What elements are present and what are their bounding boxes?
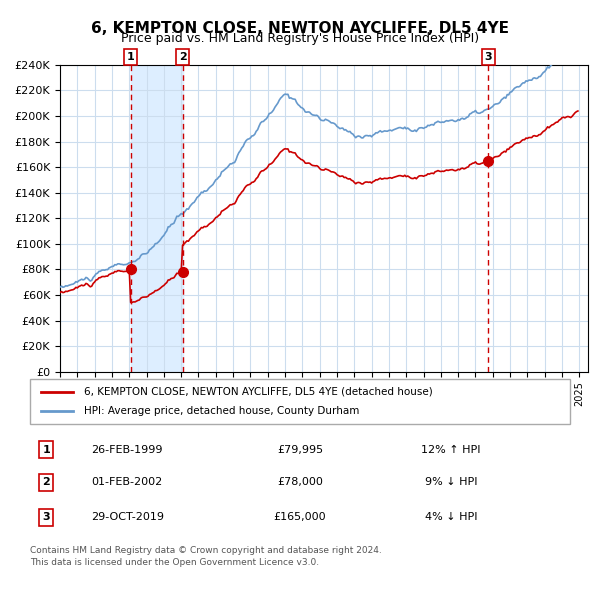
- Text: HPI: Average price, detached house, County Durham: HPI: Average price, detached house, Coun…: [84, 407, 359, 416]
- Text: This data is licensed under the Open Government Licence v3.0.: This data is licensed under the Open Gov…: [30, 558, 319, 566]
- Text: 2: 2: [179, 52, 187, 62]
- Text: £78,000: £78,000: [277, 477, 323, 487]
- Text: Price paid vs. HM Land Registry's House Price Index (HPI): Price paid vs. HM Land Registry's House …: [121, 32, 479, 45]
- Text: 12% ↑ HPI: 12% ↑ HPI: [421, 445, 481, 454]
- Text: 6, KEMPTON CLOSE, NEWTON AYCLIFFE, DL5 4YE (detached house): 6, KEMPTON CLOSE, NEWTON AYCLIFFE, DL5 4…: [84, 387, 433, 396]
- Text: Contains HM Land Registry data © Crown copyright and database right 2024.: Contains HM Land Registry data © Crown c…: [30, 546, 382, 555]
- Text: 3: 3: [485, 52, 492, 62]
- Text: £165,000: £165,000: [274, 512, 326, 522]
- Text: 3: 3: [43, 512, 50, 522]
- Text: 2: 2: [43, 477, 50, 487]
- Text: £79,995: £79,995: [277, 445, 323, 454]
- Bar: [131, 65, 182, 372]
- Text: 4% ↓ HPI: 4% ↓ HPI: [425, 512, 478, 522]
- Text: 1: 1: [43, 445, 50, 454]
- Text: 01-FEB-2002: 01-FEB-2002: [92, 477, 163, 487]
- Text: 29-OCT-2019: 29-OCT-2019: [91, 512, 164, 522]
- Text: 1: 1: [127, 52, 134, 62]
- Text: 26-FEB-1999: 26-FEB-1999: [91, 445, 163, 454]
- FancyBboxPatch shape: [30, 379, 570, 424]
- Text: 6, KEMPTON CLOSE, NEWTON AYCLIFFE, DL5 4YE: 6, KEMPTON CLOSE, NEWTON AYCLIFFE, DL5 4…: [91, 21, 509, 35]
- Text: 9% ↓ HPI: 9% ↓ HPI: [425, 477, 478, 487]
